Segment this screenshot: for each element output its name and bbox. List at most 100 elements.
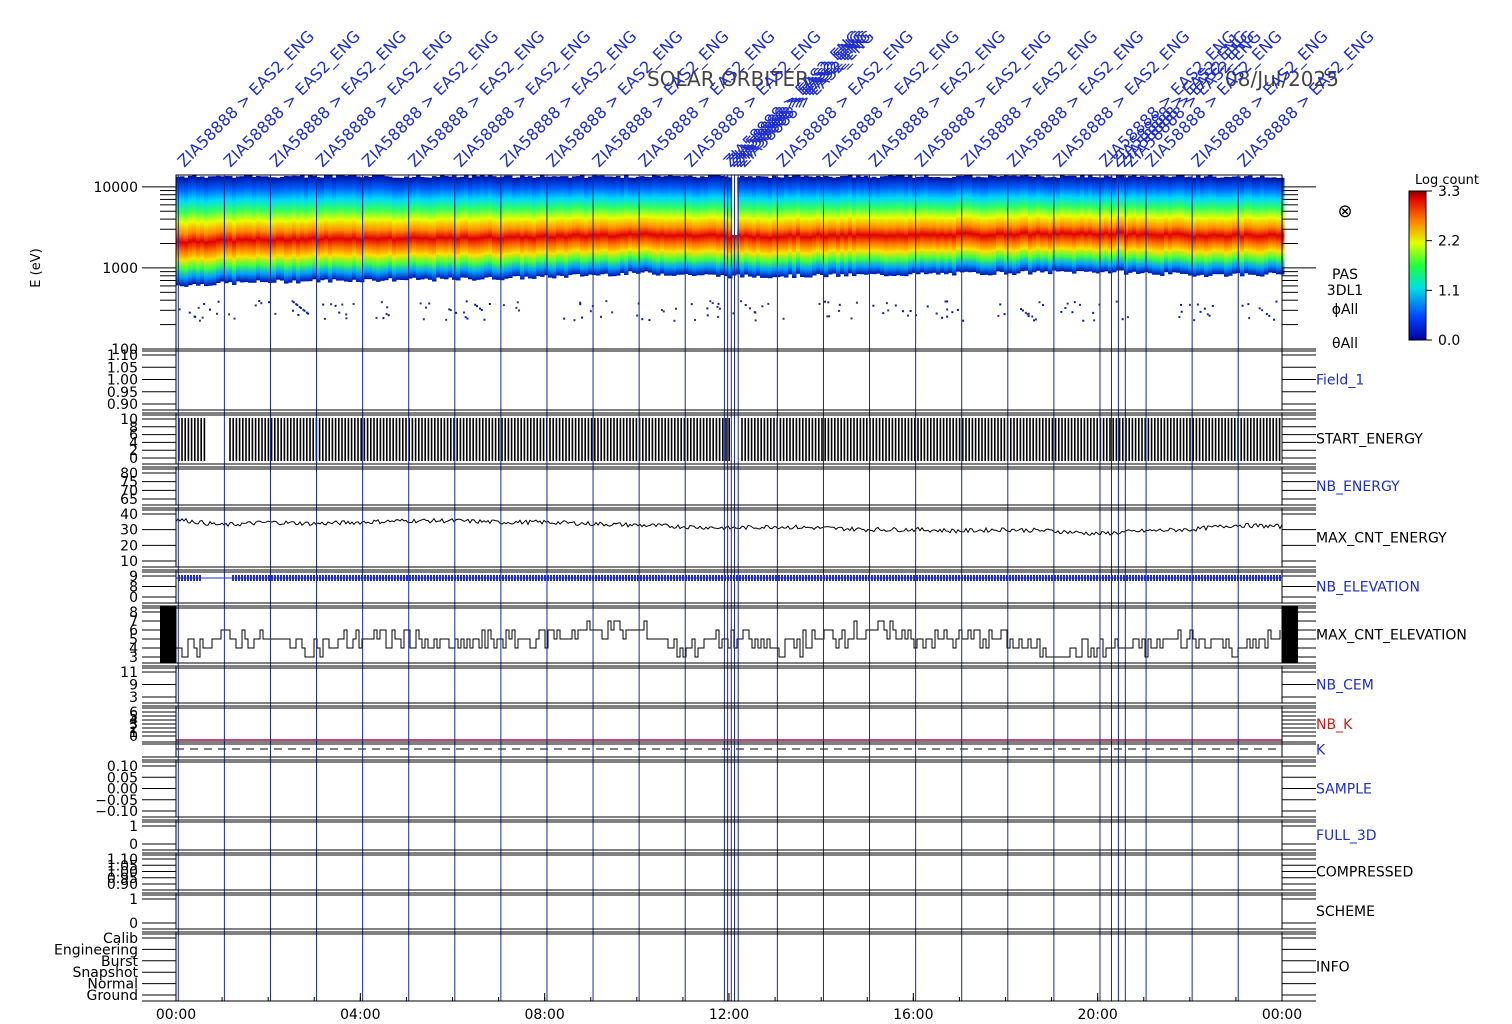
spectrogram-column [772, 175, 777, 278]
spectrogram-column [708, 175, 713, 275]
spectrogram-column [928, 176, 933, 274]
spectrogram-speck [648, 319, 651, 322]
nb-elevation-mark [1057, 575, 1059, 581]
spectrogram-column [652, 175, 657, 275]
nb-elevation-mark [478, 575, 480, 581]
start-energy-bar [376, 418, 378, 461]
nb-elevation-mark [274, 575, 276, 581]
spectrogram-column [992, 175, 997, 275]
start-energy-bar [814, 418, 817, 461]
panel-ytick-label: 4 [129, 641, 138, 657]
start-energy-bar [1250, 418, 1252, 461]
spectrogram-column [404, 176, 409, 281]
spectrogram-column [440, 175, 445, 279]
nb-elevation-mark [568, 575, 570, 581]
start-energy-bar [1240, 418, 1242, 461]
time-tick-label: 20:00 [1077, 1007, 1117, 1020]
start-energy-bar [238, 418, 241, 461]
start-energy-bar [866, 418, 868, 461]
spectrogram-speck [466, 317, 469, 320]
nb-elevation-mark [766, 575, 768, 581]
nb-elevation-mark [298, 575, 300, 581]
spectrogram-column [696, 177, 701, 276]
nb-elevation-mark [472, 575, 474, 581]
nb-elevation-mark [1108, 575, 1110, 581]
spectrogram-column [588, 176, 593, 275]
spectrogram: 10000 1000 100 [93, 174, 1316, 358]
spectrogram-column [556, 176, 561, 276]
start-energy-bar [962, 418, 964, 461]
spectrogram-speck [216, 312, 219, 315]
spectrogram-speck [1273, 318, 1276, 321]
start-energy-bar [357, 418, 359, 461]
spectrogram-column [932, 177, 937, 273]
nb-elevation-mark [415, 575, 417, 581]
spectrogram-column [1000, 176, 1005, 272]
spectrogram-column [780, 177, 785, 277]
panel-ytick-label: 1.05 [107, 360, 138, 376]
nb-elevation-mark [487, 575, 489, 581]
panel-ytick-label: 75 [120, 475, 138, 491]
start-energy-bar [194, 418, 196, 461]
start-energy-bar [488, 418, 490, 461]
nb-elevation-mark [634, 575, 636, 581]
spectrogram-speck [1275, 300, 1278, 303]
start-energy-bar [456, 418, 458, 461]
start-energy-bar [258, 418, 260, 461]
start-energy-bar [1205, 418, 1207, 461]
spectrogram-column [608, 176, 613, 277]
start-energy-bar [1272, 418, 1274, 461]
panel-ytick-label: 20 [120, 538, 138, 554]
spectrogram-speck [1180, 310, 1183, 313]
spectrogram-column [540, 175, 545, 277]
nb-elevation-mark [406, 575, 408, 581]
start-energy-bar [418, 418, 420, 461]
nb-elevation-mark [340, 575, 342, 581]
start-energy-bar [581, 418, 583, 461]
nb-elevation-mark [916, 575, 918, 581]
nb-elevation-mark [1012, 575, 1014, 581]
nb-elevation-mark [295, 575, 297, 581]
plot-date: 08/Jul/2025 [1225, 67, 1339, 91]
spectrogram-column [324, 175, 329, 280]
spectrogram-speck [718, 307, 721, 310]
panel-ytick-label: 4 [129, 435, 138, 451]
spectrogram-column [792, 175, 797, 278]
start-energy-bar [562, 418, 564, 461]
start-energy-bar [920, 418, 922, 461]
spectrogram-column [528, 176, 533, 279]
spectrogram-speck [956, 308, 959, 311]
spectrogram-column [256, 175, 261, 281]
spectrogram-ytick-label: 1000 [102, 261, 138, 277]
spectrogram-column [348, 175, 353, 282]
start-energy-bar [875, 418, 878, 461]
nb-elevation-mark [700, 575, 702, 581]
nb-elevation-mark [499, 575, 501, 581]
spectrogram-speck [641, 318, 644, 321]
spectrogram-speck [589, 310, 592, 313]
spectrogram-speck [203, 303, 206, 306]
spectrogram-column [308, 175, 313, 282]
start-energy-bar [411, 418, 414, 461]
nb-elevation-mark [373, 575, 375, 581]
start-energy-bar [1186, 418, 1188, 461]
spectrogram-column [856, 175, 861, 275]
start-energy-bar [968, 418, 970, 461]
spectrogram-speck [744, 304, 747, 307]
spectrogram-speck [479, 307, 482, 310]
spectrogram-column [244, 175, 249, 283]
spectrogram-speck [767, 302, 770, 305]
nb-elevation-mark [1198, 575, 1200, 581]
nb-elevation-mark [238, 575, 240, 581]
spectrogram-column [796, 175, 801, 274]
spectrogram-column [1204, 176, 1209, 278]
spectrogram-speck [1115, 300, 1118, 303]
start-energy-bar [971, 418, 974, 461]
nb-elevation-mark [1033, 575, 1035, 581]
time-tick-label: 00:00 [1262, 1007, 1302, 1020]
spectrogram-speck [291, 309, 294, 312]
nb-elevation-mark [778, 575, 780, 581]
nb-elevation-mark [862, 575, 864, 581]
spectrogram-speck [706, 314, 709, 317]
